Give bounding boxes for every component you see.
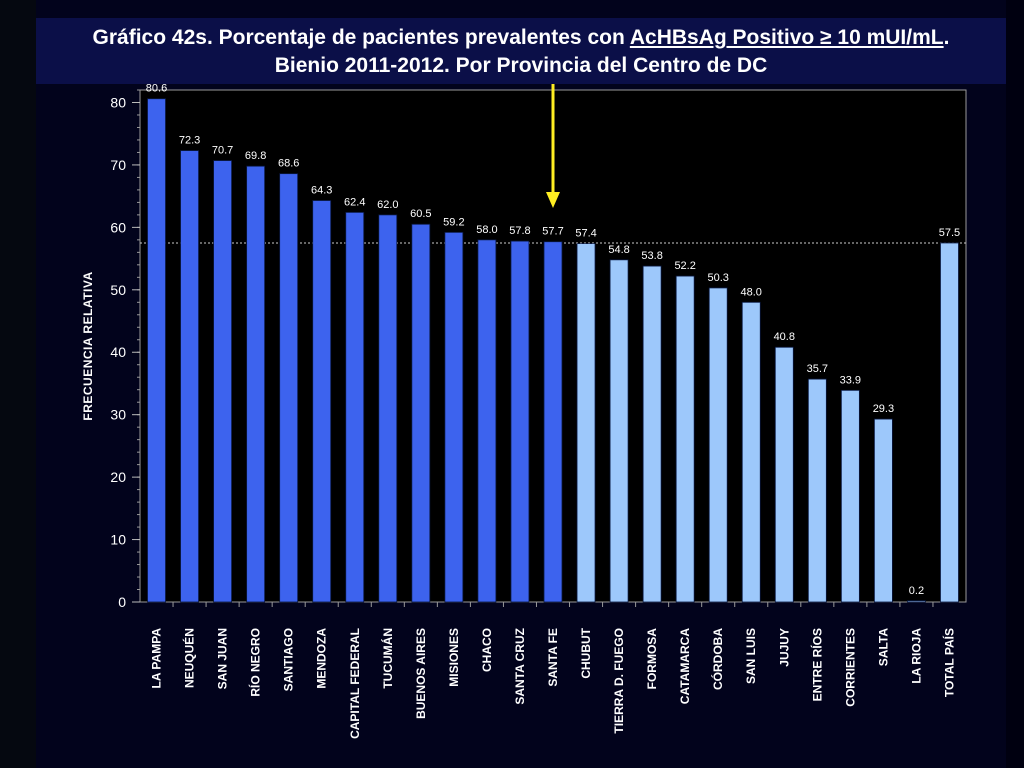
value-label: 33.9	[840, 374, 861, 386]
title-line2: Bienio 2011-2012. Por Provincia del Cent…	[274, 54, 768, 77]
bar	[642, 265, 662, 603]
value-label: 40.8	[774, 331, 795, 343]
bar	[807, 378, 827, 603]
value-label: 72.3	[179, 135, 200, 147]
bar	[576, 243, 596, 603]
title-part2: .	[943, 26, 950, 49]
bar	[840, 389, 860, 603]
value-label: 0.2	[909, 585, 924, 597]
value-label: 80.6	[146, 83, 167, 95]
category-label: SANTIAGO	[282, 628, 296, 691]
bar	[147, 98, 166, 603]
value-label: 62.4	[344, 196, 365, 208]
bar	[543, 241, 563, 603]
value-label: 68.6	[278, 158, 299, 170]
bar	[609, 259, 629, 603]
value-label: 29.3	[873, 403, 894, 415]
bar	[213, 160, 233, 603]
bar	[477, 239, 497, 603]
value-label: 62.0	[377, 199, 398, 211]
bar	[411, 223, 431, 603]
category-label: SANTA FE	[546, 628, 560, 687]
y-tick-label: 0	[118, 594, 126, 610]
bar	[345, 211, 365, 603]
y-tick-label: 80	[110, 94, 126, 110]
y-tick-label: 60	[110, 219, 126, 235]
value-label: 52.2	[674, 260, 695, 272]
value-label: 60.5	[410, 208, 431, 220]
value-label: 57.5	[939, 227, 960, 239]
y-tick-label: 50	[110, 282, 126, 298]
category-label: SALTA	[876, 628, 890, 667]
value-label: 57.4	[575, 228, 596, 240]
chart-title: Gráfico 42s. Porcentaje de pacientes pre…	[36, 24, 1006, 80]
y-tick-label: 20	[110, 469, 126, 485]
category-label: CATAMARCA	[678, 628, 692, 705]
category-label: SAN LUIS	[744, 628, 758, 684]
bar	[246, 165, 266, 603]
value-label: 59.2	[443, 216, 464, 228]
category-label: SANTA CRUZ	[513, 628, 527, 705]
left-border-band	[0, 0, 36, 768]
category-label: CHACO	[480, 628, 494, 672]
category-label: CORRIENTES	[843, 628, 857, 707]
title-box	[36, 18, 1006, 84]
bar	[940, 242, 959, 603]
category-label: RÍO NEGRO	[248, 628, 263, 697]
category-label: NEUQUÉN	[182, 628, 197, 688]
category-label: TIERRA D. FUEGO	[612, 628, 626, 734]
arrow-head	[546, 192, 560, 208]
category-label: LA PAMPA	[150, 628, 164, 689]
bar	[874, 418, 893, 603]
category-label: CAPITAL FEDERAL	[348, 628, 362, 739]
value-label: 64.3	[311, 185, 332, 197]
bar	[180, 150, 199, 603]
bar	[378, 214, 398, 603]
title-part1: Gráfico 42s. Porcentaje de pacientes pre…	[92, 26, 630, 49]
value-label: 54.8	[608, 244, 629, 256]
category-label: SAN JUAN	[216, 628, 230, 689]
y-tick-label: 30	[110, 407, 126, 423]
y-tick-label: 70	[110, 157, 126, 173]
category-label: LA RIOJA	[909, 628, 923, 684]
value-label: 57.8	[509, 225, 530, 237]
category-label: FORMOSA	[645, 628, 659, 690]
category-label: BUENOS AIRES	[414, 628, 428, 719]
category-label: TUCUMÁN	[380, 628, 395, 689]
bar	[774, 346, 794, 603]
value-label: 70.7	[212, 145, 233, 157]
value-label: 48.0	[741, 286, 762, 298]
bar	[279, 173, 299, 603]
value-label: 57.7	[542, 226, 563, 238]
y-tick-label: 10	[110, 532, 126, 548]
bar	[907, 600, 926, 603]
category-label: MENDOZA	[315, 628, 329, 689]
category-label: CÓRDOBA	[710, 628, 725, 690]
bar	[741, 301, 761, 603]
value-label: 58.0	[476, 224, 497, 236]
value-label: 50.3	[707, 272, 728, 284]
value-label: 35.7	[807, 363, 828, 375]
bar	[312, 200, 332, 603]
y-tick-label: 40	[110, 344, 126, 360]
category-label: TOTAL PAÍS	[941, 628, 956, 697]
category-label: ENTRE RÍOS	[809, 628, 824, 701]
category-label: MISIONES	[447, 628, 461, 687]
bar	[444, 231, 464, 603]
title-underlined: AcHBsAg Positivo ≥ 10 mUI/mL	[629, 26, 944, 49]
category-label: JUJUY	[777, 628, 791, 667]
bar	[675, 275, 695, 603]
category-label: CHUBUT	[579, 627, 593, 678]
value-label: 53.8	[641, 250, 662, 262]
bar	[708, 287, 728, 603]
bar	[510, 240, 530, 603]
value-label: 69.8	[245, 150, 266, 162]
y-axis-label: FRECUENCIA RELATIVA	[81, 271, 95, 420]
